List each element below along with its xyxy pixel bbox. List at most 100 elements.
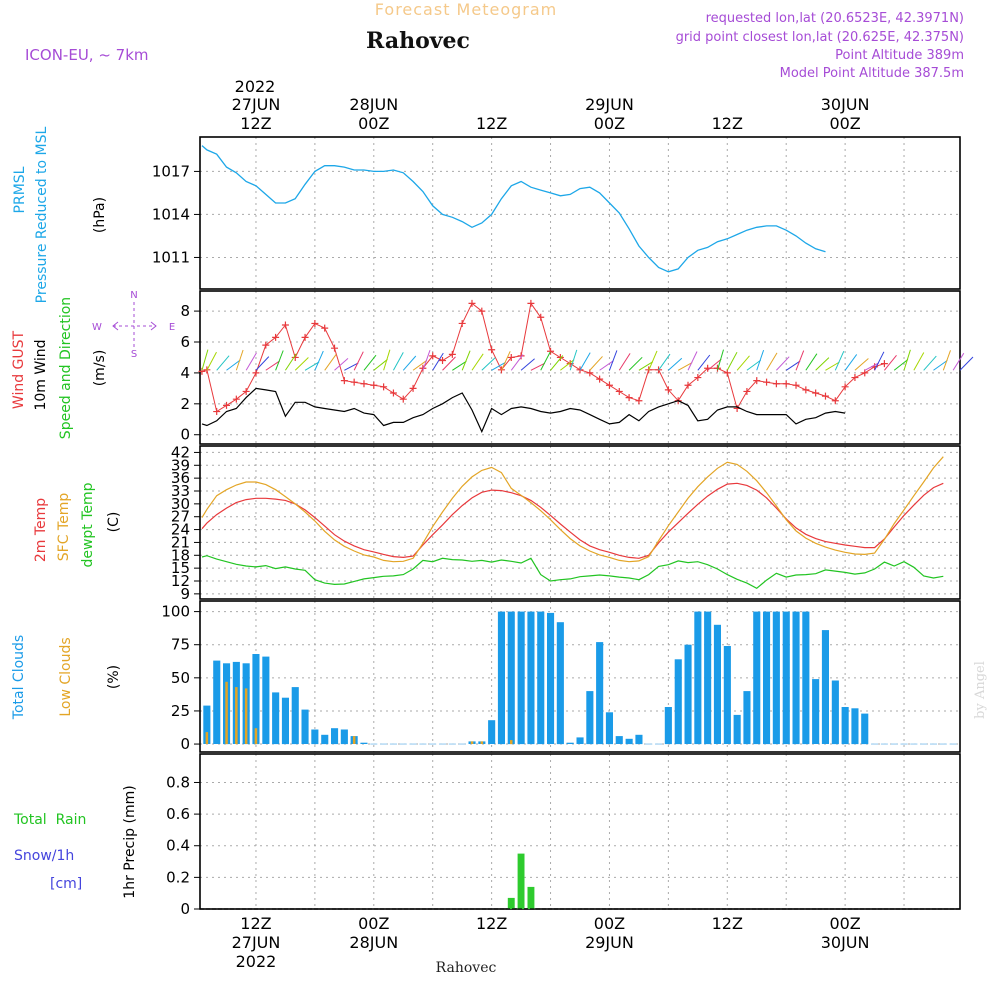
- wind-gust-marker: [586, 369, 594, 377]
- wind-direction-arrow: [201, 349, 209, 371]
- y-tick-label: 25: [171, 702, 190, 720]
- wind-direction-arrow: [491, 361, 506, 371]
- wind-gust-marker: [429, 352, 437, 360]
- wind-gust-marker: [281, 321, 289, 329]
- total-clouds-bar: [605, 712, 613, 745]
- total-clouds-bar: [291, 687, 299, 745]
- wind-direction-arrow: [628, 356, 643, 371]
- y-tick-label: 39: [171, 456, 190, 474]
- wind-direction-arrow: [638, 361, 654, 371]
- wind-gust-marker: [635, 397, 643, 405]
- snow-label: Snow/1h: [14, 848, 74, 864]
- total-clouds-bar: [566, 742, 574, 744]
- total-clouds-bar: [733, 714, 741, 744]
- wind-direction-arrow: [265, 360, 280, 371]
- wind-direction-arrow: [884, 354, 897, 371]
- y-tick-label: 0.4: [166, 837, 190, 855]
- y-tick-label: 1014: [152, 205, 190, 223]
- total-clouds-bar: [252, 654, 260, 745]
- top-day-label: 30JUN: [821, 95, 870, 114]
- wind-direction-arrow: [933, 359, 948, 371]
- wind-direction-arrow: [569, 349, 578, 371]
- total-clouds-bar: [527, 611, 535, 745]
- total-clouds-bar: [704, 611, 712, 745]
- wind-direction-arrow: [402, 355, 417, 371]
- wind-gust-marker: [399, 395, 407, 403]
- total-clouds-bar: [753, 611, 761, 745]
- y-tick-label: 1011: [152, 248, 190, 266]
- wind-gust-marker: [517, 352, 525, 360]
- wind-direction-arrow: [353, 351, 364, 371]
- wind-direction-arrow: [285, 353, 297, 371]
- model-altitude: Model Point Altitude 387.5m: [780, 66, 964, 81]
- wind-direction-arrow: [579, 352, 591, 371]
- clouds-unit: (%): [106, 665, 122, 689]
- temp-sfc-label: SFC Temp: [56, 493, 72, 562]
- total-clouds-bar: [763, 611, 771, 745]
- total-clouds-bar: [203, 705, 211, 744]
- wind-10m-line: [201, 387, 846, 434]
- total-clouds-bar: [841, 707, 849, 745]
- y-tick-label: 75: [171, 636, 190, 654]
- total-clouds-bar: [831, 680, 839, 745]
- wind-gust-marker: [782, 380, 790, 388]
- bottom-hour-label: 12Z: [712, 914, 743, 933]
- requested-coords: requested lon,lat (20.6523E, 42.3971N): [706, 11, 964, 26]
- total-clouds-bar: [694, 611, 702, 745]
- total-clouds-bar: [360, 742, 368, 744]
- panel-frame-temperature: [199, 445, 961, 600]
- wind-direction-arrow: [658, 353, 671, 371]
- wind-gust-marker: [321, 324, 329, 332]
- meteogram-subtitle: Forecast Meteogram: [375, 0, 557, 19]
- chart-marks: [198, 146, 974, 910]
- wind-direction-arrow: [442, 356, 456, 371]
- y-tick-label: 0.2: [166, 868, 190, 886]
- y-tick-label: 0: [180, 735, 190, 753]
- top-day-label: 29JUN: [585, 95, 634, 114]
- y-tick-label: 33: [171, 482, 190, 500]
- wind-gust-marker: [596, 375, 604, 383]
- wind-gust-marker: [753, 377, 761, 385]
- temp-2m-line: [201, 482, 944, 559]
- top-hour-label: 12Z: [712, 114, 743, 133]
- y-tick-label: 0.8: [166, 773, 190, 791]
- total-clouds-bar: [497, 611, 505, 745]
- wind-direction-arrow: [432, 352, 444, 371]
- wind-direction-arrow: [687, 351, 698, 371]
- wind-gust-marker: [821, 392, 829, 400]
- point-altitude: Point Altitude 389m: [835, 48, 964, 63]
- total-clouds-bar: [517, 611, 525, 745]
- wind-direction-arrow: [707, 358, 722, 371]
- watermark: by Angel: [973, 661, 988, 719]
- wind-direction-arrow: [618, 353, 631, 371]
- total-clouds-bar: [684, 644, 692, 744]
- pressure-label-1: PRMSL: [12, 166, 28, 213]
- wind-direction-arrow: [294, 357, 309, 371]
- total-clouds-bar: [782, 611, 790, 745]
- wind-gust-marker: [468, 299, 476, 307]
- compass-icon: N S W E: [92, 290, 175, 360]
- y-tick-label: 6: [180, 333, 190, 351]
- wind-direction-arrow: [648, 350, 658, 371]
- y-tick-label: 21: [171, 533, 190, 551]
- wind-gust-marker: [763, 378, 771, 386]
- wind-direction-arrow: [481, 357, 496, 371]
- wind-direction-arrow: [795, 350, 805, 371]
- rain-bar: [517, 853, 525, 909]
- wind-direction-arrow: [245, 352, 257, 371]
- total-clouds-bar: [272, 692, 280, 745]
- wind-gust-marker: [792, 381, 800, 389]
- low-clouds-bar: [244, 688, 248, 744]
- total-clouds-bar: [556, 622, 564, 745]
- total-clouds-bar: [262, 656, 270, 744]
- wind-gust-marker: [488, 346, 496, 354]
- wind-direction-arrow: [756, 349, 765, 371]
- pressure-unit: (hPa): [92, 197, 108, 233]
- wind-direction-arrow: [550, 355, 564, 371]
- wind-direction-arrow: [677, 362, 693, 371]
- wind-gust-marker: [232, 395, 240, 403]
- temp-sfc-line: [201, 456, 944, 563]
- total-clouds-bar: [596, 642, 604, 745]
- wind-gust-marker: [380, 383, 388, 391]
